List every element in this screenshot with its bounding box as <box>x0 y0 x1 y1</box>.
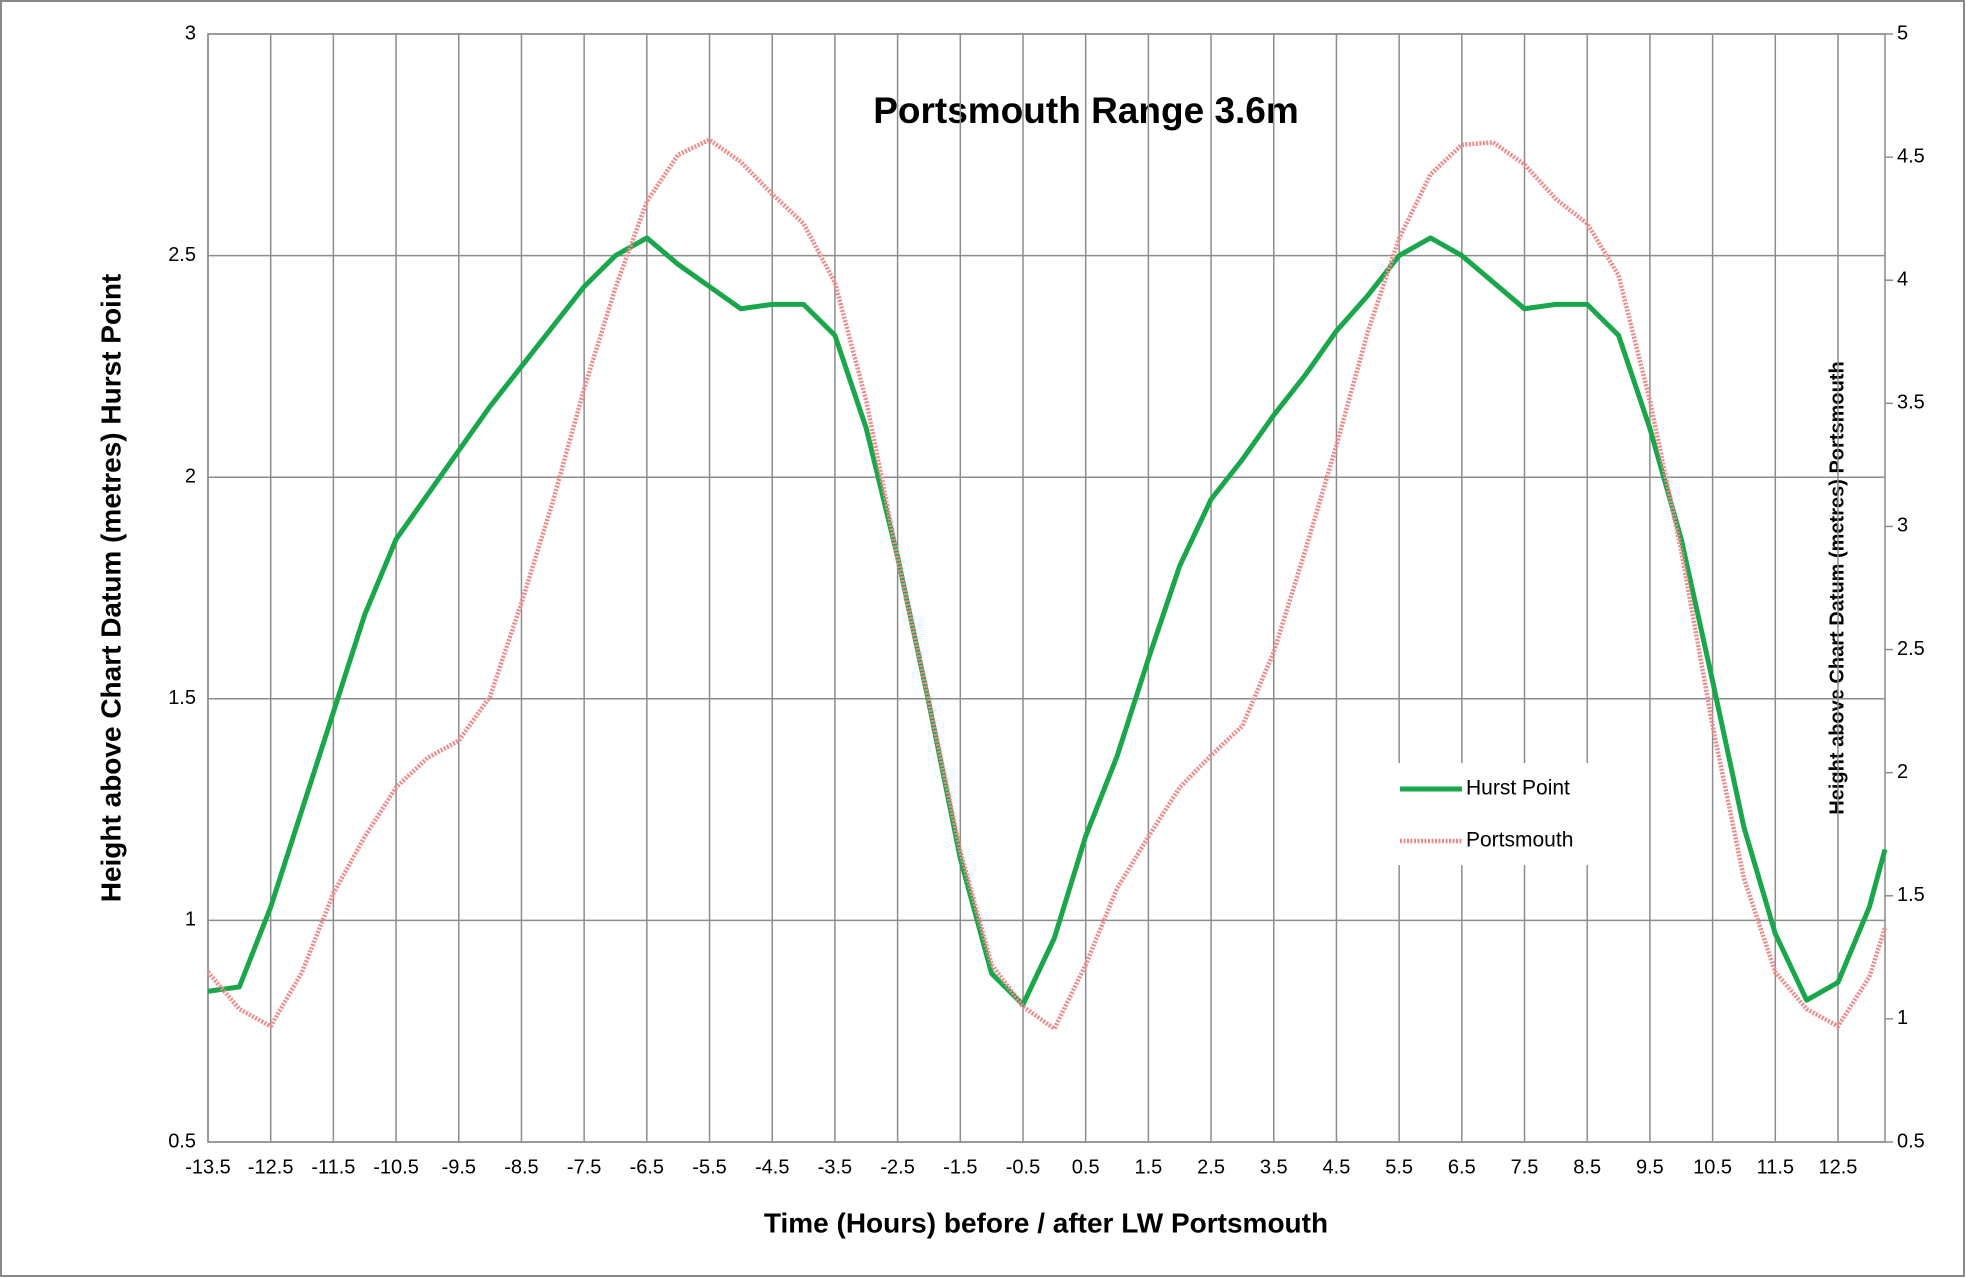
x-tick-label: 10.5 <box>1693 1156 1732 1178</box>
x-tick-label: -5.5 <box>692 1156 726 1178</box>
y-tick-label: 3 <box>185 22 196 44</box>
x-tick-label: -8.5 <box>504 1156 538 1178</box>
x-tick-label: -11.5 <box>311 1156 355 1178</box>
y-tick-label: 1.5 <box>168 687 196 709</box>
x-tick-label: -1.5 <box>943 1156 977 1178</box>
series-line <box>207 235 1888 1008</box>
y-axis-label: Height above Chart Datum (metres) Hurst … <box>95 274 126 903</box>
x-tick-label: -2.5 <box>880 1156 914 1178</box>
y-tick-label: 2.5 <box>168 244 196 266</box>
x-tick-label: 1.5 <box>1134 1156 1162 1178</box>
x-tick-label: -9.5 <box>442 1156 476 1178</box>
y2-tick-label: 5 <box>1897 22 1908 44</box>
y2-tick-label: 4 <box>1897 269 1908 291</box>
y2-tick-label: 4.5 <box>1897 145 1925 167</box>
x-tick-label: 12.5 <box>1819 1156 1858 1178</box>
x-tick-label: 5.5 <box>1385 1156 1413 1178</box>
y-tick-label: 1 <box>185 909 196 931</box>
legend-label: Portsmouth <box>1466 829 1573 852</box>
legend-box <box>1394 763 1614 865</box>
x-tick-label: -13.5 <box>185 1156 231 1178</box>
y2-tick-label: 2 <box>1897 761 1908 783</box>
x-tick-label: -0.5 <box>1006 1156 1040 1178</box>
x-tick-label: -6.5 <box>630 1156 664 1178</box>
x-tick-label: -7.5 <box>567 1156 601 1178</box>
x-tick-label: -10.5 <box>373 1156 419 1178</box>
x-tick-label: -4.5 <box>755 1156 789 1178</box>
x-tick-label: 8.5 <box>1573 1156 1601 1178</box>
y2-tick-label: 2.5 <box>1897 638 1925 660</box>
y2-tick-label: 3 <box>1897 515 1908 537</box>
y2-tick-label: 1.5 <box>1897 884 1925 906</box>
x-tick-label: -12.5 <box>248 1156 294 1178</box>
x-tick-label: 4.5 <box>1323 1156 1351 1178</box>
y2-tick-label: 0.5 <box>1897 1130 1925 1152</box>
series-line <box>206 137 1888 1031</box>
y2-tick-label: 1 <box>1897 1007 1908 1029</box>
x-tick-label: 6.5 <box>1448 1156 1476 1178</box>
legend-label: Hurst Point <box>1466 777 1570 800</box>
y2-tick-label: 3.5 <box>1897 392 1925 414</box>
x-tick-label: 11.5 <box>1757 1156 1794 1178</box>
y-tick-label: 2 <box>185 465 196 487</box>
x-axis-label: Time (Hours) before / after LW Portsmout… <box>764 1207 1328 1238</box>
x-tick-label: 9.5 <box>1636 1156 1664 1178</box>
x-tick-label: 0.5 <box>1072 1156 1100 1178</box>
x-tick-label: 7.5 <box>1511 1156 1539 1178</box>
y-tick-label: 0.5 <box>168 1130 196 1152</box>
x-tick-label: 3.5 <box>1260 1156 1288 1178</box>
x-tick-label: 2.5 <box>1197 1156 1225 1178</box>
x-tick-label: -3.5 <box>818 1156 852 1178</box>
